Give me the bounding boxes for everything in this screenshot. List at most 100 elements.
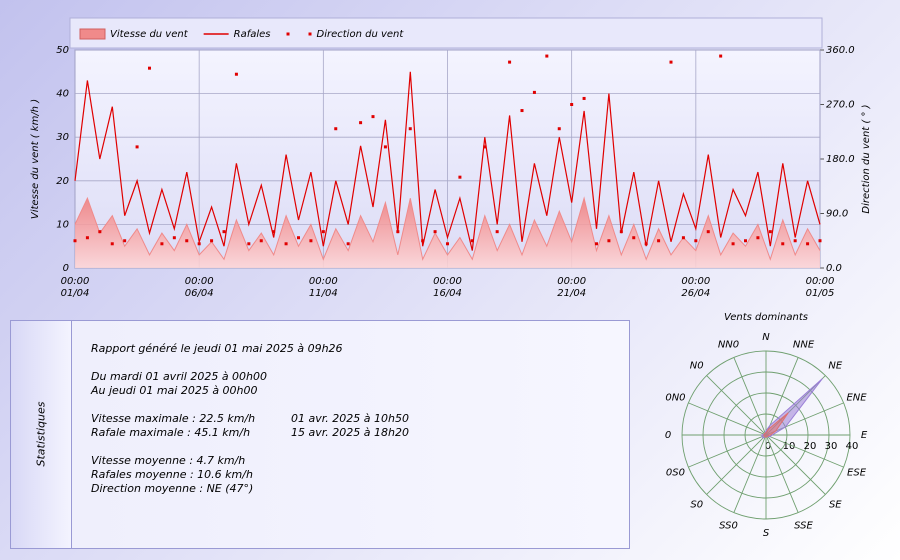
direction-label: NNE	[793, 339, 815, 350]
direction-point	[619, 230, 623, 234]
direction-point	[582, 96, 586, 100]
legend-label: Rafales	[234, 29, 271, 40]
spoke	[765, 434, 826, 495]
legend-label: Direction du vent	[317, 29, 405, 40]
x-tick-label: 00:00 06/04	[184, 276, 214, 299]
spoke	[765, 434, 844, 468]
direction-label: SE	[829, 499, 842, 510]
direction-point	[123, 239, 127, 243]
x-tick-label: 00:00 01/05	[805, 276, 835, 299]
direction-point	[135, 145, 139, 149]
y2-tick-label: 180.0	[826, 154, 855, 165]
direction-point	[309, 239, 313, 243]
legend-swatch	[286, 32, 290, 36]
direction-point	[160, 242, 164, 246]
y-tick-label: 50	[56, 45, 69, 56]
max-speed: Vitesse maximale : 22.5 km/h	[91, 412, 256, 425]
y-tick-label: 40	[56, 89, 69, 100]
direction-point	[681, 236, 685, 240]
direction-point	[768, 230, 772, 234]
direction-label: SS0	[719, 521, 738, 532]
direction-point	[706, 230, 710, 234]
r-tick-label: 10	[783, 441, 796, 452]
x-tick-label: 00:00 21/04	[557, 276, 587, 299]
spoke	[733, 434, 767, 513]
x-tick-label: 00:00 01/04	[60, 276, 90, 299]
direction-point	[781, 242, 785, 246]
direction-point	[719, 54, 723, 58]
direction-point	[98, 230, 102, 234]
max-speed-date: 01 avr. 2025 à 10h50	[291, 412, 409, 425]
y2-tick-label: 0.0	[826, 263, 842, 274]
avg-gust: Rafales moyenne : 10.6 km/h	[91, 468, 253, 481]
y2-axis-title: Direction du vent ( ° )	[861, 104, 872, 213]
direction-point	[222, 230, 226, 234]
direction-point	[247, 242, 251, 246]
area-fill	[75, 198, 820, 268]
direction-label: ESE	[847, 468, 867, 479]
x-tick-label: 00:00 11/04	[308, 276, 338, 299]
direction-point	[545, 54, 549, 58]
direction-point	[570, 103, 574, 106]
direction-point	[172, 236, 176, 240]
direction-point	[421, 239, 425, 243]
generated: Rapport généré le jeudi 01 mai 2025 à 09…	[91, 342, 343, 355]
direction-point	[85, 236, 89, 240]
period-from: Du mardi 01 avril 2025 à 00h00	[91, 370, 268, 383]
legend-box	[69, 17, 823, 49]
legend-swatch	[79, 28, 106, 40]
avg-speed: Vitesse moyenne : 4.7 km/h	[91, 454, 246, 467]
direction-point	[284, 242, 288, 246]
y2-tick-label: 360.0	[826, 45, 855, 56]
direction-label: 0S0	[666, 468, 685, 479]
stats-strip: Statistiques	[11, 321, 72, 548]
direction-point	[408, 127, 412, 131]
direction-point	[259, 239, 263, 243]
direction-point	[433, 230, 437, 234]
direction-point	[458, 175, 462, 179]
direction-label: S0	[690, 499, 703, 510]
direction-label: N0	[690, 361, 704, 372]
stats-label: Statistiques	[34, 401, 48, 467]
direction-point	[346, 242, 350, 246]
spoke	[706, 375, 767, 436]
direction-point	[744, 239, 747, 243]
spoke	[706, 434, 767, 495]
spoke	[688, 402, 767, 436]
direction-point	[359, 121, 363, 125]
direction-point	[483, 145, 487, 149]
r-tick-label: 20	[804, 441, 817, 452]
direction-label: ENE	[846, 392, 867, 403]
direction-point	[371, 115, 375, 119]
rose-area	[763, 412, 789, 438]
direction-point	[446, 242, 449, 246]
avg-direction: Direction moyenne : NE (47°)	[91, 482, 254, 495]
direction-point	[234, 72, 238, 76]
direction-point	[657, 239, 661, 243]
x-tick-label: 00:00 16/04	[433, 276, 462, 299]
direction-point	[321, 230, 325, 234]
direction-point	[731, 242, 735, 246]
direction-point	[644, 242, 648, 246]
direction-point	[669, 60, 673, 64]
y-tick-label: 10	[56, 219, 69, 230]
direction-point	[694, 239, 698, 243]
spoke	[765, 434, 799, 513]
direction-point	[185, 239, 189, 243]
direction-label: 0	[665, 430, 671, 441]
y-axis-title: Vitesse du vent ( km/h )	[30, 99, 41, 219]
r-tick-label: 0	[765, 441, 771, 452]
direction-point	[508, 60, 512, 64]
direction-point	[557, 127, 561, 131]
direction-point	[470, 239, 474, 243]
direction-point	[272, 230, 276, 234]
direction-point	[495, 230, 499, 234]
max-gust: Rafale maximale : 45.1 km/h	[91, 426, 251, 439]
direction-point	[396, 230, 400, 234]
stats-panel: Statistiques Rapport généré le jeudi 01 …	[10, 320, 630, 549]
direction-point	[632, 236, 636, 240]
direction-point	[110, 242, 114, 246]
y-tick-label: 30	[56, 132, 69, 143]
